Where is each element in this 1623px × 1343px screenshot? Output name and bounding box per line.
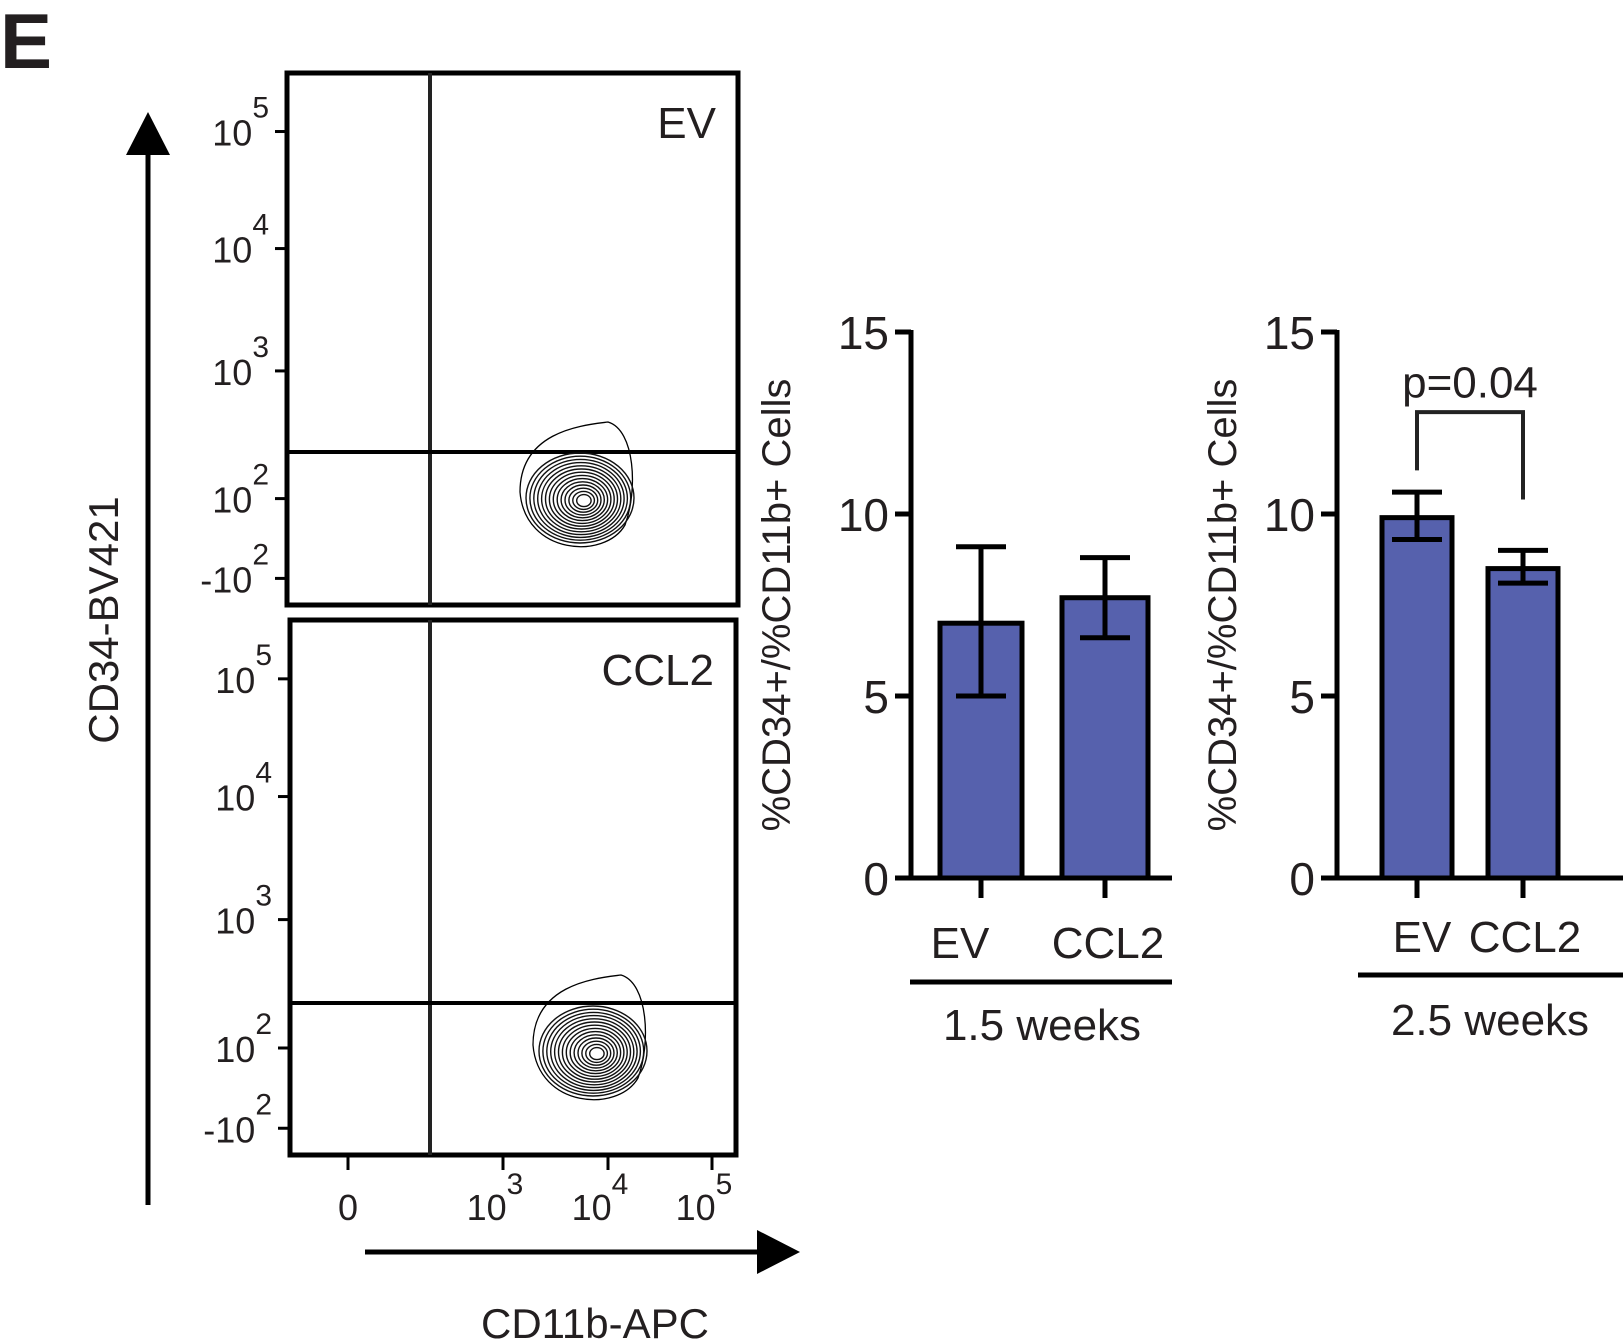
- bar-chart-1-5-weeks: %CD34+/%CD11b+ Cells 0 5 10 15 EV CCL2 1.5 week…: [755, 307, 1172, 1050]
- x-tick-label: CCL2: [1469, 913, 1582, 962]
- contour-line: [529, 455, 632, 541]
- contour-line: [550, 1014, 638, 1089]
- x-tick-label: 104: [572, 1168, 629, 1228]
- plot-frame: [287, 617, 739, 1158]
- x-tick-label: EV: [1393, 913, 1452, 962]
- contour-line: [577, 1037, 615, 1069]
- y-axis-arrow: [126, 112, 170, 1205]
- contour-line: [572, 490, 596, 511]
- x-tick-label: CCL2: [1052, 919, 1165, 968]
- contour-line: [552, 474, 612, 525]
- y-tick-label: 5: [863, 671, 889, 723]
- contour-line: [540, 465, 622, 533]
- group-label: 1.5 weeks: [943, 1001, 1141, 1050]
- panel-label: E: [0, 0, 52, 85]
- contour-line: [585, 1043, 609, 1064]
- y-tick-label: 102: [215, 1008, 272, 1070]
- y-tick-label: 105: [212, 92, 269, 154]
- y-axis-label: %CD34+/%CD11b+ Cells: [1201, 379, 1245, 832]
- contour-line: [573, 1034, 619, 1072]
- group-label: 2.5 weeks: [1391, 996, 1589, 1045]
- panel-title: CCL2: [602, 646, 715, 695]
- y-tick-label: 15: [838, 307, 889, 359]
- x-tick-label: 105: [676, 1168, 733, 1228]
- y-tick-label: 103: [212, 331, 269, 393]
- bar-chart-2-5-weeks: %CD34+/%CD11b+ Cells 0 5 10 15 EV CCL2 2.5 week…: [1201, 307, 1623, 1045]
- contour-line: [576, 493, 592, 508]
- flow-panel-ccl2: CCL2 105 104 103 102 -102: [203, 617, 739, 1158]
- contour-line: [589, 1046, 605, 1061]
- y-tick-label: -102: [200, 538, 269, 600]
- contour-line: [565, 1027, 625, 1078]
- bar-ev: [1379, 515, 1455, 881]
- contour-line: [564, 484, 602, 516]
- x-axis-arrow: [365, 1230, 800, 1274]
- contour-line: [525, 452, 635, 544]
- y-tick-label: 102: [212, 459, 269, 521]
- plot-frame: [284, 70, 741, 608]
- flow-y-label: CD34-BV421: [80, 496, 127, 743]
- contour-line: [544, 468, 619, 530]
- x-tick-label: 0: [338, 1187, 358, 1228]
- flow-panel-ev: EV 105 104 103 102 -102: [200, 70, 741, 608]
- contour-line: [560, 481, 606, 519]
- contour-outer: [519, 421, 634, 548]
- flow-x-label: CD11b-APC: [481, 1300, 709, 1343]
- contour-line: [557, 1021, 632, 1083]
- contour-line: [533, 458, 629, 539]
- y-tick-label: 103: [215, 880, 272, 942]
- contour-line: [537, 461, 625, 536]
- contour-line: [568, 487, 599, 513]
- significance-bracket: [1415, 410, 1525, 500]
- contour-line: [542, 1008, 645, 1094]
- x-tick-label: 103: [467, 1168, 524, 1228]
- p-value-label: p=0.04: [1402, 359, 1538, 408]
- y-tick-label: 10: [838, 489, 889, 541]
- contour-line: [553, 1018, 635, 1086]
- contour-line: [548, 471, 615, 527]
- contour-outer: [532, 974, 647, 1101]
- y-tick-label: 15: [1264, 307, 1315, 359]
- y-tick-label: -102: [203, 1088, 272, 1150]
- y-tick-label: 0: [863, 853, 889, 905]
- y-tick-label: 104: [215, 757, 272, 819]
- y-tick-label: 104: [212, 209, 269, 271]
- x-tick-label: EV: [931, 919, 990, 968]
- bar-ccl2: [1485, 566, 1561, 881]
- contour-line: [561, 1024, 628, 1080]
- contour-line: [546, 1011, 642, 1092]
- y-tick-label: 105: [215, 639, 272, 701]
- contour-line: [538, 1005, 648, 1097]
- y-tick-label: 0: [1289, 853, 1315, 905]
- contour-line: [569, 1030, 622, 1075]
- bar-ccl2: [1059, 595, 1151, 881]
- contour-line: [581, 1040, 612, 1066]
- contour-line: [556, 477, 609, 522]
- y-axis-label: %CD34+/%CD11b+ Cells: [755, 379, 799, 832]
- y-tick-label: 5: [1289, 671, 1315, 723]
- panel-title: EV: [657, 99, 716, 148]
- y-tick-label: 10: [1264, 489, 1315, 541]
